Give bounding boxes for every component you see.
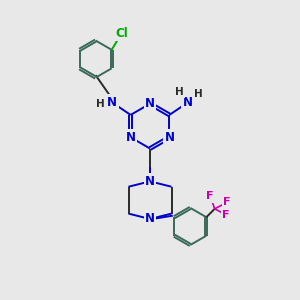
Text: N: N <box>183 96 193 109</box>
Text: N: N <box>126 131 136 144</box>
Text: F: F <box>224 197 231 207</box>
Text: Cl: Cl <box>115 27 128 40</box>
Text: N: N <box>164 131 174 144</box>
Text: H: H <box>194 89 203 99</box>
Text: N: N <box>145 212 155 226</box>
Text: F: F <box>206 191 214 201</box>
Text: H: H <box>96 99 105 109</box>
Text: H: H <box>175 87 184 97</box>
Text: F: F <box>222 210 230 220</box>
Text: N: N <box>107 96 117 109</box>
Text: N: N <box>145 97 155 110</box>
Text: N: N <box>145 175 155 188</box>
